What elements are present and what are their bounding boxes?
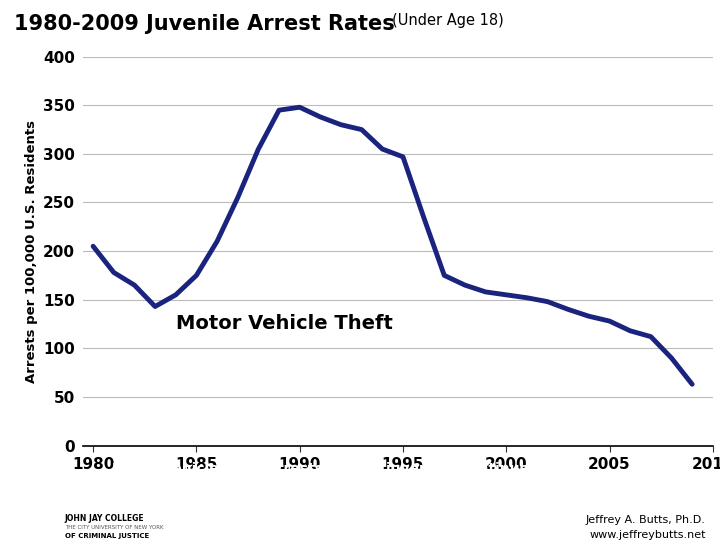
Text: Motor vehicle theft arrests among juveniles continued the: Motor vehicle theft arrests among juveni… [112, 462, 570, 476]
Text: OF CRIMINAL JUSTICE: OF CRIMINAL JUSTICE [65, 534, 149, 539]
Text: 1980-2009 Juvenile Arrest Rates: 1980-2009 Juvenile Arrest Rates [14, 14, 395, 33]
Text: Jeffrey A. Butts, Ph.D.: Jeffrey A. Butts, Ph.D. [586, 515, 706, 525]
Text: JOHN JAY COLLEGE: JOHN JAY COLLEGE [65, 514, 145, 523]
Text: Motor Vehicle Theft: Motor Vehicle Theft [176, 314, 392, 333]
Text: (Under Age 18): (Under Age 18) [392, 14, 504, 29]
Text: J: J [22, 516, 28, 534]
Text: www.jeffreybutts.net: www.jeffreybutts.net [589, 530, 706, 539]
Y-axis label: Arrests per 100,000 U.S. Residents: Arrests per 100,000 U.S. Residents [24, 119, 37, 383]
Text: stunning  rate of decline that started in the late 1980s.: stunning rate of decline that started in… [112, 487, 546, 501]
Text: THE CITY UNIVERSITY OF NEW YORK: THE CITY UNIVERSITY OF NEW YORK [65, 524, 163, 530]
